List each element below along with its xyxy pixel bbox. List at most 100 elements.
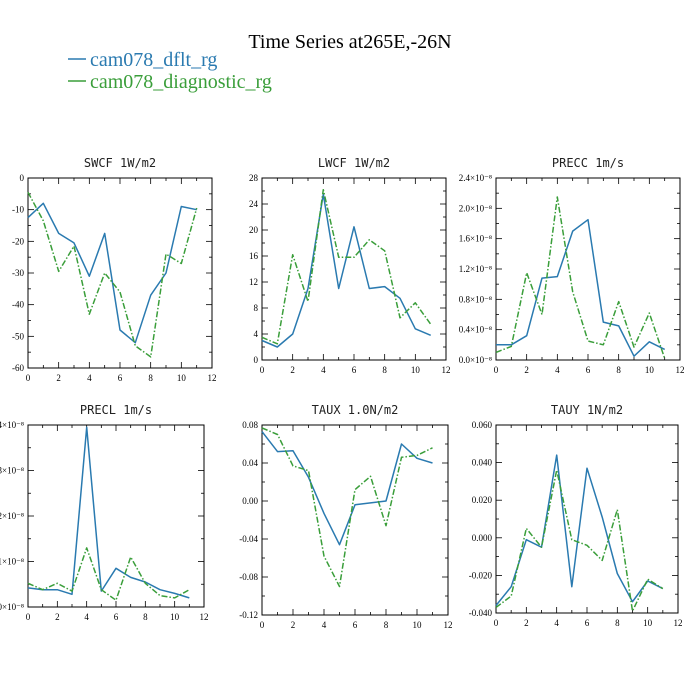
ytick-label: -10 bbox=[12, 205, 24, 215]
ytick-label: 8 bbox=[254, 303, 259, 313]
ytick-label: -60 bbox=[12, 363, 24, 373]
xtick-label: 4 bbox=[84, 612, 89, 622]
xtick-label: 8 bbox=[384, 620, 389, 630]
xtick-label: 0 bbox=[260, 620, 265, 630]
xtick-label: 0 bbox=[26, 373, 31, 383]
ytick-label: 0.8×10⁻⁸ bbox=[459, 294, 492, 304]
xtick-label: 10 bbox=[177, 373, 187, 383]
ytick-label: 0.04 bbox=[242, 458, 258, 468]
xtick-label: 12 bbox=[676, 365, 685, 375]
xtick-label: 6 bbox=[114, 612, 119, 622]
panel-4: TAUX 1.0N/m2 0 2 4 6 8 10 12 -0.12 -0.08 -0.04 0.00… bbox=[239, 403, 452, 630]
ytick-label: 2×10⁻⁸ bbox=[0, 511, 24, 521]
ytick-label: 0.000 bbox=[472, 533, 493, 543]
ytick-label: 0.08 bbox=[242, 420, 258, 430]
xtick-label: 2 bbox=[291, 620, 296, 630]
ytick-label: -0.040 bbox=[469, 608, 493, 618]
panel-title-1: LWCF 1W/m2 bbox=[318, 156, 390, 170]
xtick-label: 12 bbox=[444, 620, 453, 630]
panel-title-2: PRECC 1m/s bbox=[552, 156, 624, 170]
ytick-label: 0 bbox=[254, 355, 259, 365]
ytick-label: 0.4×10⁻⁸ bbox=[459, 325, 492, 335]
xtick-label: 10 bbox=[413, 620, 423, 630]
xtick-label: 0 bbox=[26, 612, 31, 622]
panel-title-3: PRECL 1m/s bbox=[80, 403, 152, 417]
figure-title: Time Series at265E,-26N bbox=[248, 31, 451, 53]
legend-label-0: cam078_dflt_rg bbox=[90, 49, 217, 71]
series-line-1 bbox=[27, 547, 190, 601]
xtick-label: 8 bbox=[148, 373, 153, 383]
ytick-label: 4×10⁻⁸ bbox=[0, 420, 24, 430]
xtick-label: 10 bbox=[643, 618, 653, 628]
ytick-label: 2.4×10⁻⁸ bbox=[459, 173, 492, 183]
plot-frame-3 bbox=[27, 424, 205, 608]
series-line-0 bbox=[261, 193, 431, 348]
xtick-label: 4 bbox=[87, 373, 92, 383]
ytick-label: 0×10⁻⁸ bbox=[0, 602, 24, 612]
xtick-label: 2 bbox=[524, 618, 529, 628]
ytick-label: 0 bbox=[20, 173, 25, 183]
ytick-label: -0.08 bbox=[239, 572, 258, 582]
panel-title-0: SWCF 1W/m2 bbox=[84, 156, 156, 170]
xtick-label: 2 bbox=[55, 612, 60, 622]
series-line-0 bbox=[27, 202, 197, 344]
ytick-label: 0.020 bbox=[472, 495, 493, 505]
legend-label-1: cam078_diagnostic_rg bbox=[90, 71, 272, 93]
ytick-label: 0.00 bbox=[242, 496, 258, 506]
ytick-label: 1.2×10⁻⁸ bbox=[459, 264, 492, 274]
ytick-label: -0.12 bbox=[239, 610, 258, 620]
xtick-label: 10 bbox=[645, 365, 655, 375]
ytick-label: 24 bbox=[249, 199, 259, 209]
series-line-1 bbox=[495, 196, 666, 359]
plot-frame-5 bbox=[495, 424, 679, 614]
ytick-label: -0.04 bbox=[239, 534, 258, 544]
ytick-label: 2.0×10⁻⁸ bbox=[459, 203, 492, 213]
series-line-0 bbox=[261, 431, 433, 546]
xtick-label: 2 bbox=[56, 373, 61, 383]
xtick-label: 8 bbox=[616, 365, 621, 375]
ytick-label: 0.060 bbox=[472, 420, 493, 430]
xtick-label: 8 bbox=[143, 612, 148, 622]
xtick-label: 10 bbox=[170, 612, 180, 622]
ytick-label: 0.040 bbox=[472, 458, 493, 468]
xtick-label: 2 bbox=[524, 365, 529, 375]
xtick-label: 10 bbox=[411, 365, 421, 375]
xtick-label: 6 bbox=[352, 365, 357, 375]
ytick-label: -50 bbox=[12, 331, 24, 341]
ytick-label: 16 bbox=[249, 251, 259, 261]
xtick-label: 0 bbox=[494, 618, 499, 628]
ytick-label: 0.0×10⁻⁸ bbox=[459, 355, 492, 365]
ytick-label: -40 bbox=[12, 300, 24, 310]
xtick-label: 4 bbox=[321, 365, 326, 375]
series-line-0 bbox=[495, 454, 664, 606]
panel-title-5: TAUY 1N/m2 bbox=[551, 403, 623, 417]
plot-frame-2 bbox=[495, 177, 681, 361]
ytick-label: 1.6×10⁻⁸ bbox=[459, 234, 492, 244]
xtick-label: 12 bbox=[442, 365, 451, 375]
ytick-label: 1×10⁻⁸ bbox=[0, 557, 24, 567]
xtick-label: 6 bbox=[585, 618, 590, 628]
xtick-label: 4 bbox=[322, 620, 327, 630]
panel-2: PRECC 1m/s 0 2 4 6 8 10 12 0.0×10⁻⁸ 0.4×10⁻⁸ 0.8×1… bbox=[459, 156, 685, 375]
series-line-1 bbox=[27, 191, 198, 358]
ytick-label: 4 bbox=[254, 329, 259, 339]
xtick-label: 8 bbox=[382, 365, 387, 375]
xtick-label: 2 bbox=[290, 365, 295, 375]
ytick-label: -20 bbox=[12, 236, 24, 246]
panels: SWCF 1W/m20 2 4 6 8 10 12-60-50-40-30-20-100LW… bbox=[0, 156, 685, 630]
ytick-label: 28 bbox=[249, 173, 259, 183]
panel-title-4: TAUX 1.0N/m2 bbox=[312, 403, 399, 417]
xtick-label: 0 bbox=[260, 365, 265, 375]
xtick-label: 12 bbox=[208, 373, 217, 383]
xtick-label: 8 bbox=[615, 618, 620, 628]
xtick-label: 0 bbox=[494, 365, 499, 375]
series-line-0 bbox=[27, 426, 190, 599]
xtick-label: 4 bbox=[555, 365, 560, 375]
ytick-label: -0.020 bbox=[469, 570, 493, 580]
xtick-label: 4 bbox=[554, 618, 559, 628]
series-line-1 bbox=[495, 469, 664, 612]
xtick-label: 6 bbox=[353, 620, 358, 630]
